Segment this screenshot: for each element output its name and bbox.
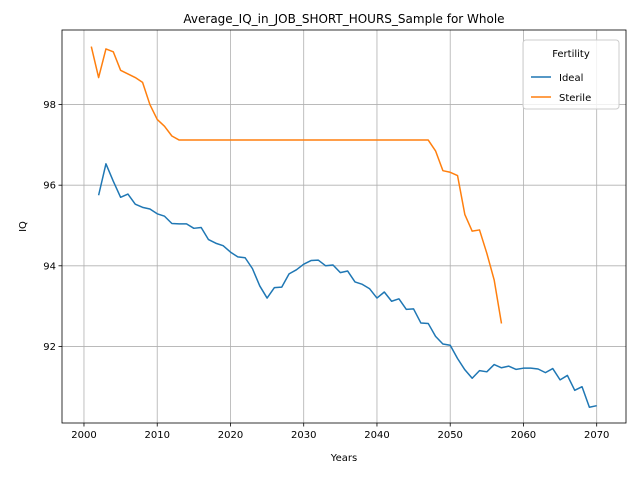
legend-items: Ideal Sterile bbox=[531, 73, 591, 104]
y-tick-label: 96 bbox=[43, 181, 56, 192]
x-tick-label: 2070 bbox=[584, 430, 609, 441]
x-tick-label: 2020 bbox=[218, 430, 243, 441]
x-tick-label: 2010 bbox=[144, 430, 169, 441]
x-tick-label: 2050 bbox=[437, 430, 462, 441]
series-line-sterile bbox=[90, 46, 503, 324]
axis-ticks: 2000 2010 2020 2030 2040 2050 2060 2070 92 94 96 98 bbox=[43, 100, 609, 441]
axes-frame bbox=[61, 29, 627, 424]
x-axis-label: Years bbox=[330, 453, 357, 464]
legend: Fertility Ideal Sterile bbox=[522, 39, 620, 110]
x-tick-label: 2040 bbox=[364, 430, 389, 441]
y-tick-label: 92 bbox=[43, 342, 56, 353]
legend-box bbox=[522, 39, 620, 110]
legend-title: Fertility bbox=[552, 49, 590, 60]
legend-label-ideal: Ideal bbox=[559, 73, 583, 84]
chart-title: Average_IQ_in_JOB_SHORT_HOURS_Sample for… bbox=[183, 12, 504, 26]
y-tick-label: 98 bbox=[43, 100, 56, 111]
y-axis-label: IQ bbox=[18, 221, 29, 232]
x-tick-label: 2030 bbox=[291, 430, 316, 441]
series-line-ideal bbox=[97, 163, 597, 409]
legend-label-sterile: Sterile bbox=[559, 93, 591, 104]
series-layer bbox=[90, 46, 597, 409]
x-tick-label: 2060 bbox=[511, 430, 536, 441]
y-tick-label: 94 bbox=[43, 261, 56, 272]
x-tick-label: 2000 bbox=[71, 430, 96, 441]
